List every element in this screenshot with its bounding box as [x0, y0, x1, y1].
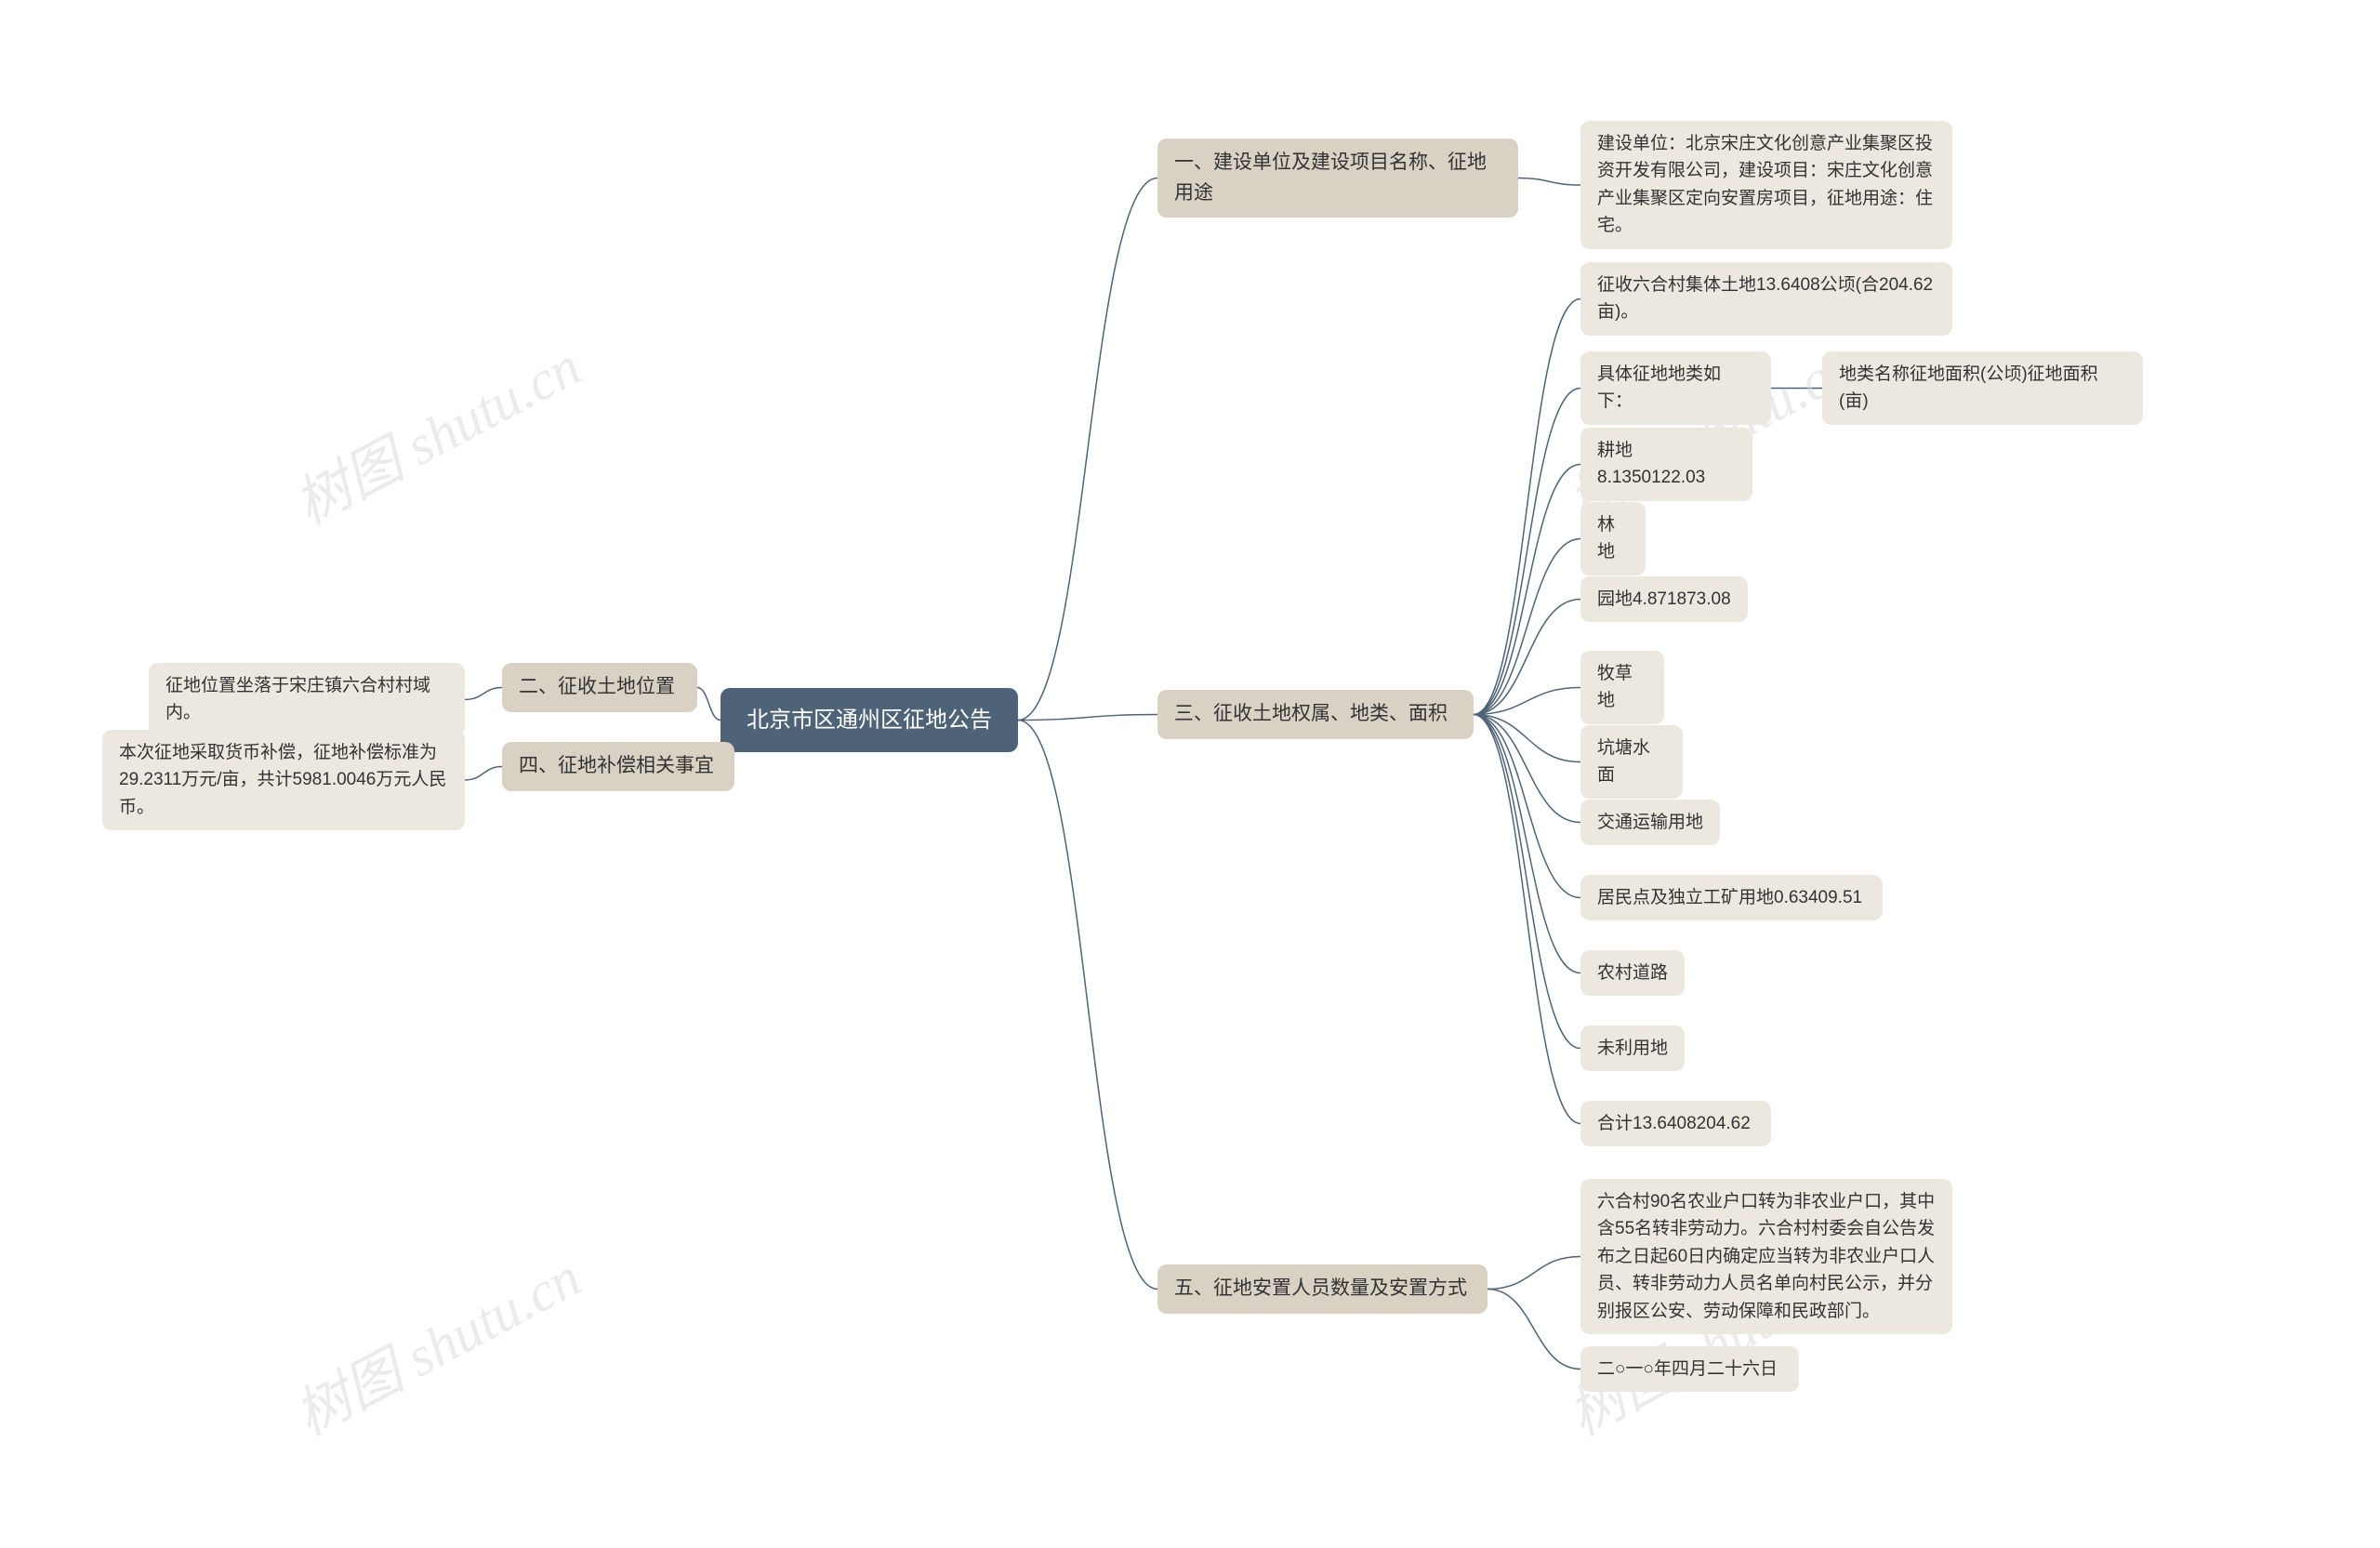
- branch-3-child-12[interactable]: 合计13.6408204.62: [1580, 1101, 1771, 1146]
- branch-3-child-2-sub[interactable]: 地类名称征地面积(公顷)征地面积(亩): [1822, 351, 2143, 425]
- branch-3-child-3[interactable]: 耕地8.1350122.03: [1580, 428, 1752, 501]
- branch-1-child-1[interactable]: 建设单位：北京宋庄文化创意产业集聚区投资开发有限公司，建设项目：宋庄文化创意产业…: [1580, 121, 1952, 249]
- branch-3-child-10[interactable]: 农村道路: [1580, 950, 1685, 996]
- branch-5-child-1[interactable]: 六合村90名农业户口转为非农业户口，其中含55名转非劳动力。六合村村委会自公告发…: [1580, 1179, 1952, 1334]
- watermark: 树图 shutu.cn: [278, 322, 592, 540]
- root-node[interactable]: 北京市区通州区征地公告: [721, 688, 1018, 752]
- branch-5[interactable]: 五、征地安置人员数量及安置方式: [1157, 1264, 1488, 1314]
- branch-5-child-2[interactable]: 二○一○年四月二十六日: [1580, 1346, 1799, 1392]
- branch-3-child-1[interactable]: 征收六合村集体土地13.6408公顷(合204.62亩)。: [1580, 262, 1952, 336]
- branch-2-child-1[interactable]: 征地位置坐落于宋庄镇六合村村域内。: [149, 663, 465, 736]
- branch-3-child-6[interactable]: 牧草地: [1580, 651, 1664, 724]
- branch-1[interactable]: 一、建设单位及建设项目名称、征地用途: [1157, 139, 1518, 218]
- branch-3[interactable]: 三、征收土地权属、地类、面积: [1157, 690, 1474, 739]
- branch-3-child-8[interactable]: 交通运输用地: [1580, 800, 1720, 845]
- branch-3-child-9[interactable]: 居民点及独立工矿用地0.63409.51: [1580, 875, 1883, 920]
- watermark: 树图 shutu.cn: [278, 1233, 592, 1451]
- branch-3-child-5[interactable]: 园地4.871873.08: [1580, 576, 1748, 622]
- branch-4-child-1[interactable]: 本次征地采取货币补偿，征地补偿标准为29.2311万元/亩，共计5981.004…: [102, 730, 465, 830]
- branch-4[interactable]: 四、征地补偿相关事宜: [502, 742, 734, 791]
- branch-3-child-2[interactable]: 具体征地地类如下：: [1580, 351, 1771, 425]
- branch-3-child-7[interactable]: 坑塘水面: [1580, 725, 1683, 799]
- branch-3-child-4[interactable]: 林地: [1580, 502, 1646, 576]
- branch-2[interactable]: 二、征收土地位置: [502, 663, 697, 712]
- branch-3-child-11[interactable]: 未利用地: [1580, 1025, 1685, 1071]
